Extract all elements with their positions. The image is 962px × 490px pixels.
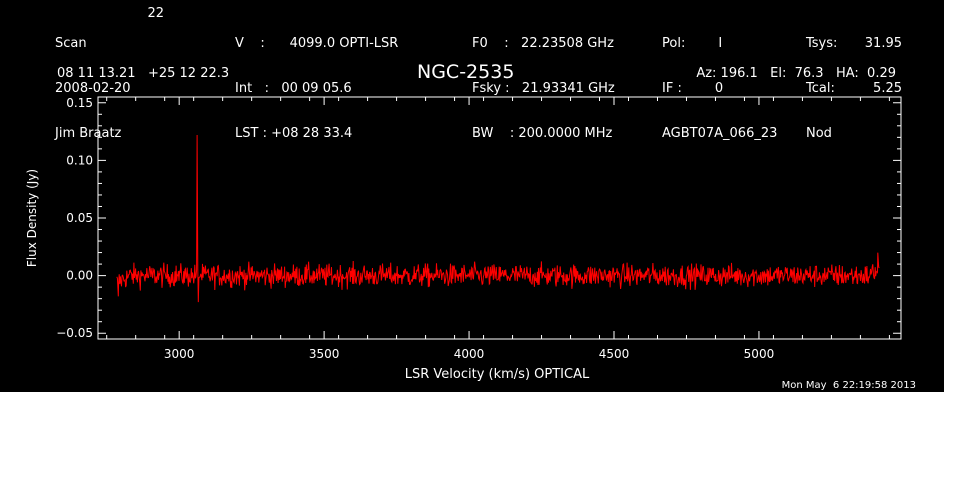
rest-freq-line: F0 : 22.23508 GHz: [472, 36, 614, 51]
lst-line: LST : +08 28 33.4: [235, 126, 353, 141]
velocity-line: V : 4099.0 OPTI-LSR: [235, 36, 399, 51]
header-col5-labels: Tsys: Tcal: Nod: [806, 6, 837, 156]
timestamp: Mon May 6 22:19:58 2013: [781, 380, 916, 391]
y-axis-label: Flux Density (Jy): [25, 169, 39, 267]
x-axis-label: LSR Velocity (km/s) OPTICAL: [405, 367, 590, 382]
spectrum-trace: [116, 134, 880, 303]
tcal-label: Tcal:: [806, 81, 835, 96]
pointing-info: Az: 196.1 El: 76.3 HA: 0.29: [696, 66, 896, 81]
x-tick-label: 4500: [599, 347, 630, 361]
source-coords: 08 11 13.21 +25 12 22.3: [57, 66, 230, 81]
tsys-value: 31.95: [864, 36, 902, 51]
header-col3: F0 : 22.23508 GHz Fsky : 21.93341 GHz BW…: [472, 6, 615, 156]
scan-label: Scan: [55, 36, 87, 51]
tcal-value: 5.25: [873, 81, 902, 96]
plot-frame: [97, 96, 902, 340]
header-col5-values: 31.95 5.25: [840, 6, 902, 111]
bandwidth-line: BW : 200.0000 MHz: [472, 126, 613, 141]
header-col4: Pol: I IF : 0 AGBT07A_066_23: [662, 6, 777, 156]
spectrum-trace-group: [116, 134, 880, 303]
x-tick-label: 3500: [309, 347, 340, 361]
y-tick-label: 0.05: [66, 211, 93, 225]
pol-line: Pol: I: [662, 36, 723, 51]
scan-number: 22: [147, 6, 164, 21]
observer: Jim Braatz: [55, 126, 122, 141]
sky-freq-line: Fsky : 21.93341 GHz: [472, 81, 615, 96]
axis-ticks: 3000 3500 4000 4500 5000 −0.05 0.00 0.05 0.10 0.1…: [56, 96, 901, 361]
x-tick-label: 5000: [744, 347, 775, 361]
plot-panel: [0, 0, 944, 392]
x-tick-label: 3000: [164, 347, 195, 361]
header-col2: V : 4099.0 OPTI-LSR Int : 00 09 05.6 LST…: [235, 6, 398, 156]
if-line: IF : 0: [662, 81, 724, 96]
header-col1: Scan 2008-02-20 Jim Braatz: [55, 6, 131, 156]
x-tick-label: 4000: [454, 347, 485, 361]
y-tick-label: −0.05: [56, 326, 93, 340]
y-tick-label: 0.10: [66, 153, 93, 167]
tsys-label: Tsys:: [806, 36, 838, 51]
switch-mode: Nod: [806, 126, 832, 141]
y-tick-label: 0.15: [66, 96, 93, 110]
y-tick-label: 0.00: [66, 269, 93, 283]
object-name: NGC-2535: [417, 61, 515, 83]
project-id: AGBT07A_066_23: [662, 126, 778, 141]
integration-line: Int : 00 09 05.6: [235, 81, 352, 96]
obs-date: 2008-02-20: [55, 81, 131, 96]
